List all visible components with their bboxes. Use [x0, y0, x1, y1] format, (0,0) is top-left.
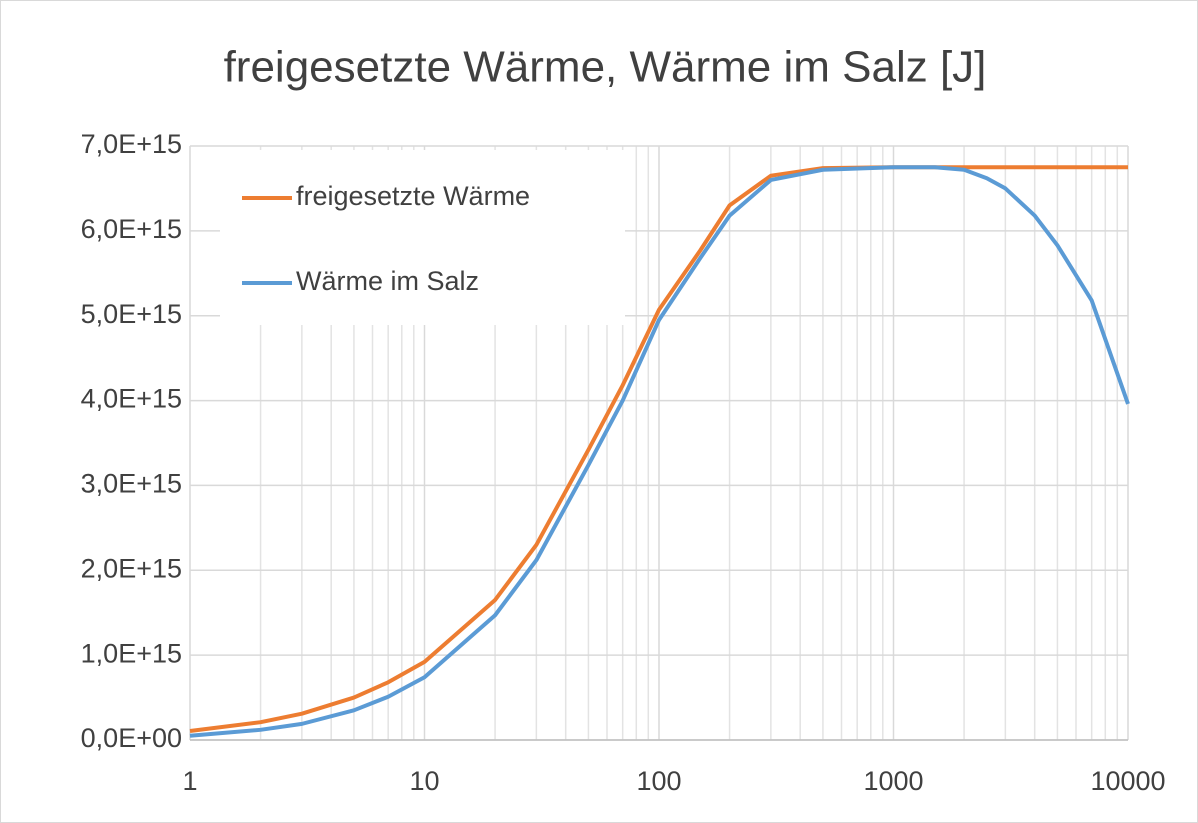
y-tick-label: 6,0E+15: [81, 214, 182, 244]
legend-box: [220, 150, 625, 325]
y-tick-label: 7,0E+15: [81, 129, 182, 159]
series-line: [189, 165, 1130, 738]
x-tick-label: 10: [409, 766, 439, 796]
y-tick-label: 3,0E+15: [81, 469, 182, 499]
legend-label: freigesetzte Wärme: [296, 181, 530, 211]
y-tick-label: 4,0E+15: [81, 384, 182, 414]
y-tick-label: 5,0E+15: [81, 299, 182, 329]
x-tick-label: 1: [182, 766, 197, 796]
series-line: [189, 165, 1128, 733]
chart-title: freigesetzte Wärme, Wärme im Salz [J]: [224, 43, 987, 92]
y-tick-label: 0,0E+00: [81, 723, 182, 753]
x-tick-label: 100: [636, 766, 681, 796]
y-tick-label: 2,0E+15: [81, 553, 182, 583]
x-tick-label: 10000: [1090, 766, 1165, 796]
y-tick-label: 1,0E+15: [81, 638, 182, 668]
legend-label: Wärme im Salz: [296, 266, 479, 296]
x-tick-label: 1000: [863, 766, 923, 796]
